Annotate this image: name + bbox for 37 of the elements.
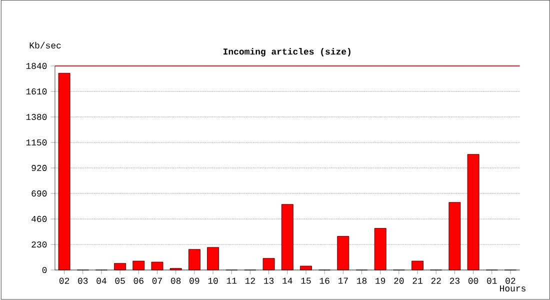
- y-tick-label: 460: [32, 216, 47, 222]
- y-tick-label: 1840: [26, 62, 47, 69]
- x-tick-label: 22: [431, 278, 441, 284]
- y-tick-label: 230: [32, 241, 47, 248]
- x-tick-label: 06: [134, 278, 144, 284]
- x-tick-label: 15: [301, 278, 311, 284]
- x-tick-label: 19: [376, 278, 386, 284]
- x-tick-label: 20: [394, 278, 404, 284]
- x-tick-label: 05: [115, 278, 125, 284]
- x-tick-label: 02: [506, 278, 516, 284]
- x-tick-label: 14: [282, 278, 292, 284]
- x-axis-title: Hours: [500, 285, 526, 292]
- y-tick-label: 920: [32, 164, 47, 171]
- y-tick-label: 1610: [26, 88, 47, 94]
- y-axis-title: Kb/sec: [30, 42, 61, 48]
- y-tick-label: 1150: [26, 139, 47, 146]
- x-tick-label: 13: [264, 278, 274, 284]
- x-tick-label: 07: [152, 278, 162, 284]
- x-tick-label: 04: [96, 278, 106, 284]
- x-tick-label: 23: [450, 278, 460, 284]
- chart-title: Incoming articles (size): [224, 48, 350, 56]
- x-tick-label: 03: [78, 278, 88, 284]
- x-tick-label: 02: [59, 278, 70, 284]
- x-tick-label: 17: [338, 278, 348, 284]
- y-tick-label: 1380: [26, 114, 47, 120]
- y-tick-label: 0: [42, 266, 47, 274]
- x-tick-label: 12: [245, 278, 255, 284]
- x-tick-label: 18: [356, 278, 367, 284]
- x-tick-label: 10: [208, 278, 218, 284]
- x-tick-label: 00: [468, 278, 478, 284]
- x-tick-label: 08: [170, 278, 181, 284]
- x-tick-label: 21: [412, 278, 422, 284]
- x-tick-label: 11: [226, 278, 237, 284]
- x-tick-label: 16: [320, 278, 330, 284]
- x-tick-label: 09: [190, 278, 200, 284]
- y-tick-label: 690: [32, 190, 47, 197]
- x-tick-label: 01: [487, 278, 497, 284]
